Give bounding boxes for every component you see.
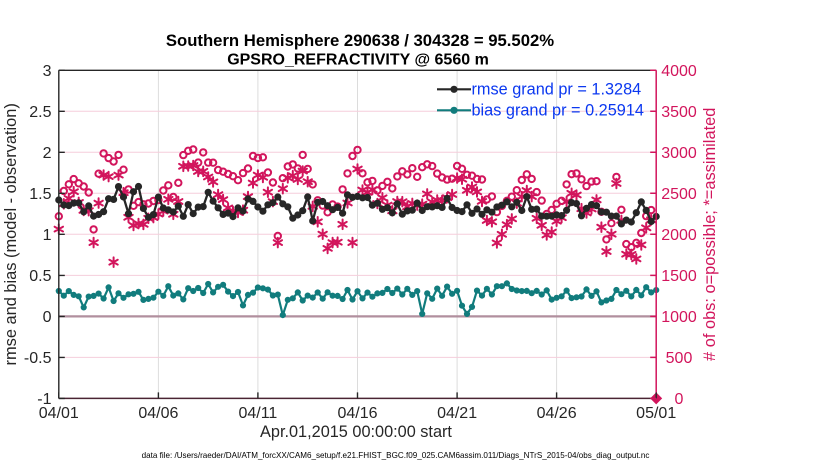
svg-text:1000: 1000 xyxy=(661,309,697,326)
svg-text:0.5: 0.5 xyxy=(29,268,51,285)
svg-text:3500: 3500 xyxy=(661,104,697,121)
svg-text:05/01: 05/01 xyxy=(636,405,676,422)
svg-text:bias grand pr = 0.25914: bias grand pr = 0.25914 xyxy=(472,102,644,120)
svg-text:1500: 1500 xyxy=(661,268,697,285)
svg-text:-1: -1 xyxy=(37,391,51,408)
svg-text:Apr.01,2015 00:00:00 start: Apr.01,2015 00:00:00 start xyxy=(260,423,452,441)
svg-text:3: 3 xyxy=(43,63,52,80)
svg-text:0: 0 xyxy=(675,391,684,408)
svg-text:rmse and bias (model - observa: rmse and bias (model - observation) xyxy=(2,103,20,365)
svg-text:04/01: 04/01 xyxy=(39,405,79,422)
svg-text:Southern Hemisphere 290638 / 3: Southern Hemisphere 290638 / 304328 = 95… xyxy=(166,31,554,50)
svg-text:2.5: 2.5 xyxy=(29,104,51,121)
svg-text:# of obs: o=possible; *=assimi: # of obs: o=possible; *=assimilated xyxy=(701,108,719,361)
svg-text:04/26: 04/26 xyxy=(537,405,577,422)
svg-text:04/06: 04/06 xyxy=(138,405,178,422)
svg-text:3000: 3000 xyxy=(661,145,697,162)
svg-text:04/16: 04/16 xyxy=(337,405,377,422)
svg-text:2500: 2500 xyxy=(661,186,697,203)
svg-text:-0.5: -0.5 xyxy=(24,350,52,367)
svg-text:1.5: 1.5 xyxy=(29,186,51,203)
svg-text:04/11: 04/11 xyxy=(238,405,277,422)
svg-text:rmse grand pr = 1.3284: rmse grand pr = 1.3284 xyxy=(472,81,642,99)
svg-text:0: 0 xyxy=(43,309,52,326)
svg-text:2: 2 xyxy=(43,145,52,162)
svg-text:data file: /Users/raeder/DAI/A: data file: /Users/raeder/DAI/ATM_forcXX/… xyxy=(142,451,650,460)
svg-text:GPSRO_REFRACTIVITY @ 6560 m: GPSRO_REFRACTIVITY @ 6560 m xyxy=(227,52,489,69)
svg-text:4000: 4000 xyxy=(661,63,697,80)
svg-text:2000: 2000 xyxy=(661,227,697,244)
svg-text:1: 1 xyxy=(43,227,52,244)
svg-text:04/21: 04/21 xyxy=(437,405,477,422)
svg-text:500: 500 xyxy=(666,350,693,367)
